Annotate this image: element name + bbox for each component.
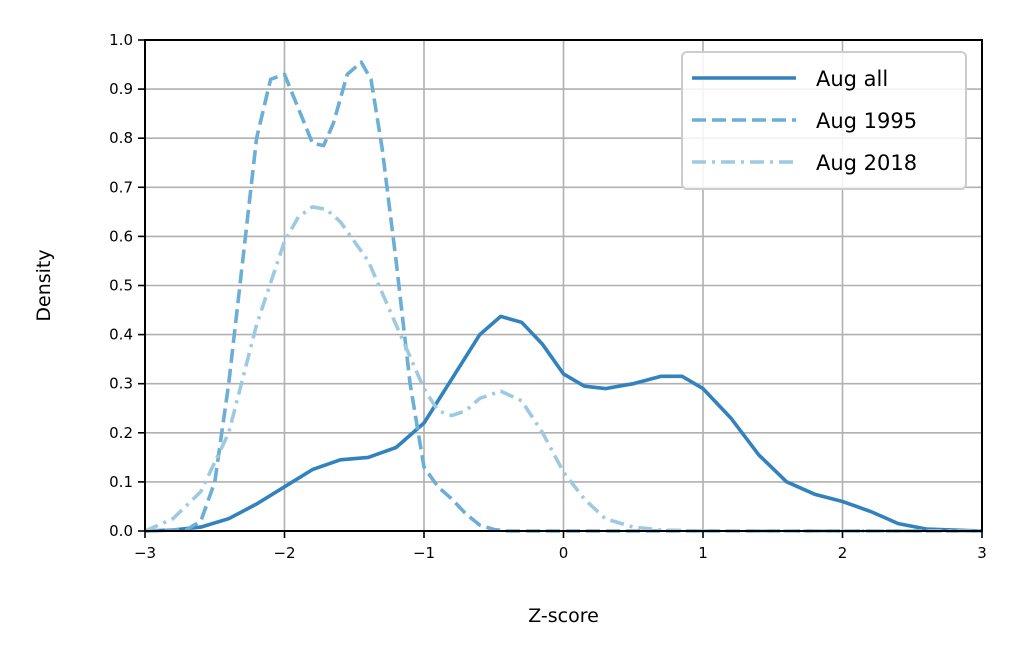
y-tick-label: 0.2 (109, 424, 133, 442)
y-tick-label: 0.9 (109, 80, 133, 98)
x-axis-label: Z-score (528, 605, 599, 627)
x-tick-label: −1 (413, 544, 435, 562)
y-tick-label: 0.1 (109, 473, 133, 491)
y-tick-label: 0.8 (109, 129, 133, 147)
x-tick-label: 1 (698, 544, 708, 562)
series-line-1 (144, 314, 983, 533)
y-tick-label: 0.3 (109, 375, 133, 393)
legend-label: Aug 2018 (816, 151, 917, 175)
y-tick-label: 0.5 (109, 277, 133, 295)
x-tick-label: 0 (559, 544, 569, 562)
y-tick-label: 0.4 (109, 326, 133, 344)
x-tick-label: −2 (273, 544, 295, 562)
y-tick-label: 1.0 (109, 31, 133, 49)
ticks: −3 −2 −1 0 1 2 3 0.0 0.1 0.2 0.3 0.4 0.5 0.6 0.7 0.8 0.9… (109, 31, 987, 562)
x-tick-label: 2 (838, 544, 848, 562)
legend: Aug all Aug 1995 Aug 2018 (681, 51, 967, 190)
y-axis-label: Density (33, 249, 55, 321)
series-lines (144, 60, 983, 533)
y-tick-label: 0.7 (109, 178, 133, 196)
legend-label: Aug all (816, 67, 888, 91)
legend-box (681, 51, 967, 190)
y-tick-label: 0.0 (109, 522, 133, 540)
series-line-2 (144, 60, 982, 533)
legend-label: Aug 1995 (816, 109, 917, 133)
y-tick-label: 0.6 (109, 227, 133, 245)
x-tick-label: 3 (977, 544, 987, 562)
x-tick-label: −3 (134, 544, 156, 562)
